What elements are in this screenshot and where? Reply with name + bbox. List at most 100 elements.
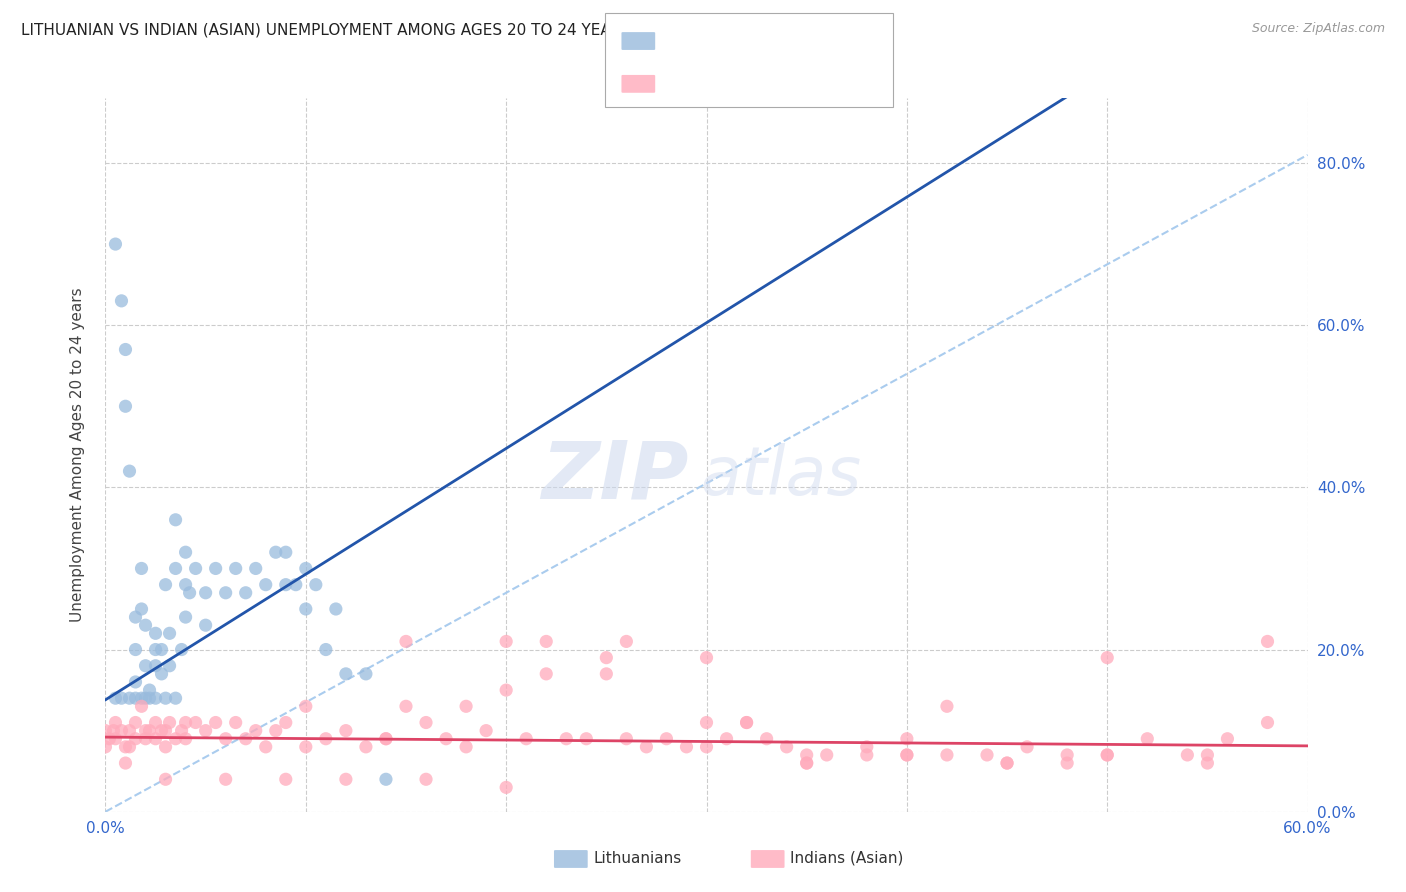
Point: [395, 634, 418, 648]
Point: [264, 723, 287, 738]
Point: [354, 739, 377, 754]
Point: [374, 731, 398, 746]
Point: [264, 545, 287, 559]
Point: [796, 747, 818, 762]
Point: [936, 747, 959, 762]
Point: [145, 691, 167, 706]
Point: [104, 237, 127, 252]
Point: [295, 699, 318, 714]
Point: [315, 731, 337, 746]
Point: [855, 747, 877, 762]
Point: [114, 399, 136, 413]
Point: [159, 626, 181, 640]
Point: [165, 561, 187, 575]
Point: [305, 577, 328, 591]
Point: [145, 626, 167, 640]
Point: [1197, 756, 1219, 770]
Point: [495, 634, 517, 648]
Point: [415, 772, 437, 787]
Point: [165, 691, 187, 706]
Point: [114, 343, 136, 357]
Point: [104, 731, 127, 746]
Point: [110, 293, 132, 308]
Text: N =: N =: [742, 33, 776, 47]
Point: [595, 650, 617, 665]
Point: [434, 731, 457, 746]
Point: [118, 739, 141, 754]
Point: [145, 642, 167, 657]
Y-axis label: Unemployment Among Ages 20 to 24 years: Unemployment Among Ages 20 to 24 years: [70, 287, 84, 623]
Text: 59: 59: [773, 33, 793, 47]
Point: [131, 691, 153, 706]
Point: [1056, 756, 1078, 770]
Point: [235, 731, 257, 746]
Point: [315, 642, 337, 657]
Point: [159, 658, 181, 673]
Point: [395, 699, 418, 714]
Point: [124, 642, 146, 657]
Point: [254, 577, 277, 591]
Point: [124, 731, 146, 746]
Point: [131, 602, 153, 616]
Point: [214, 731, 236, 746]
Text: Source: ZipAtlas.com: Source: ZipAtlas.com: [1251, 22, 1385, 36]
Point: [110, 723, 132, 738]
Point: [194, 586, 217, 600]
Point: [335, 666, 357, 681]
Point: [150, 723, 173, 738]
Point: [174, 610, 197, 624]
Point: [155, 691, 177, 706]
Point: [696, 650, 718, 665]
Point: [165, 513, 187, 527]
Point: [1177, 747, 1199, 762]
Point: [118, 464, 141, 478]
Point: [716, 731, 738, 746]
Point: [595, 666, 617, 681]
Point: [675, 739, 697, 754]
Point: [274, 772, 297, 787]
Text: R =: R =: [659, 33, 693, 47]
Point: [150, 666, 173, 681]
Point: [515, 731, 537, 746]
Point: [214, 586, 236, 600]
Point: [124, 675, 146, 690]
Point: [184, 561, 207, 575]
Point: [225, 561, 247, 575]
Point: [475, 723, 498, 738]
Text: 0.262: 0.262: [693, 33, 737, 47]
Point: [155, 772, 177, 787]
Point: [374, 731, 398, 746]
Text: N =: N =: [742, 76, 776, 90]
Point: [225, 715, 247, 730]
Point: [174, 577, 197, 591]
Text: ZIP: ZIP: [541, 437, 689, 516]
Point: [575, 731, 598, 746]
Point: [165, 731, 187, 746]
Point: [295, 602, 318, 616]
Point: [174, 731, 197, 746]
Point: [616, 731, 638, 746]
Point: [896, 747, 918, 762]
Point: [174, 545, 197, 559]
Point: [179, 586, 201, 600]
Point: [1216, 731, 1239, 746]
Point: [135, 723, 157, 738]
Point: [555, 731, 578, 746]
Point: [735, 715, 758, 730]
Point: [995, 756, 1018, 770]
Point: [284, 577, 307, 591]
Point: [145, 658, 167, 673]
Text: 106: 106: [773, 76, 803, 90]
Point: [131, 561, 153, 575]
Point: [295, 739, 318, 754]
Point: [335, 772, 357, 787]
Point: [815, 747, 838, 762]
Point: [124, 715, 146, 730]
Point: [98, 731, 121, 746]
Point: [616, 634, 638, 648]
Point: [138, 683, 160, 698]
Point: [184, 715, 207, 730]
Point: [495, 780, 517, 795]
Point: [110, 691, 132, 706]
Point: [1017, 739, 1039, 754]
